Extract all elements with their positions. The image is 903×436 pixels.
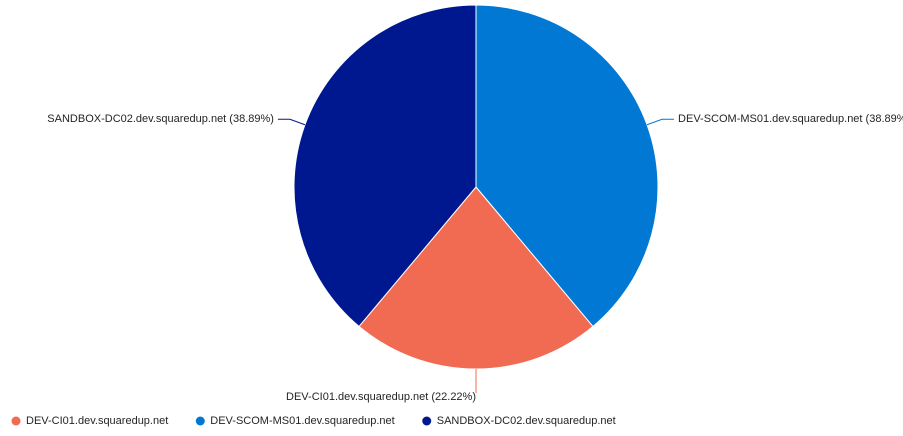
legend-marker: [195, 416, 205, 426]
legend-label: DEV-CI01.dev.squaredup.net: [26, 415, 168, 427]
data-label: DEV-SCOM-MS01.dev.squaredup.net (38.89%): [678, 113, 903, 125]
legend-label: SANDBOX-DC02.dev.squaredup.net: [437, 415, 616, 427]
legend-marker: [11, 416, 21, 426]
legend-label: DEV-SCOM-MS01.dev.squaredup.net: [210, 415, 394, 427]
data-label: DEV-CI01.dev.squaredup.net (22.22%): [286, 391, 476, 403]
data-label: SANDBOX-DC02.dev.squaredup.net (38.89%): [47, 113, 274, 125]
leader-line: [277, 118, 306, 126]
pie-slice: [358, 186, 594, 370]
legend-marker: [422, 416, 432, 426]
leader-line: [646, 118, 675, 126]
